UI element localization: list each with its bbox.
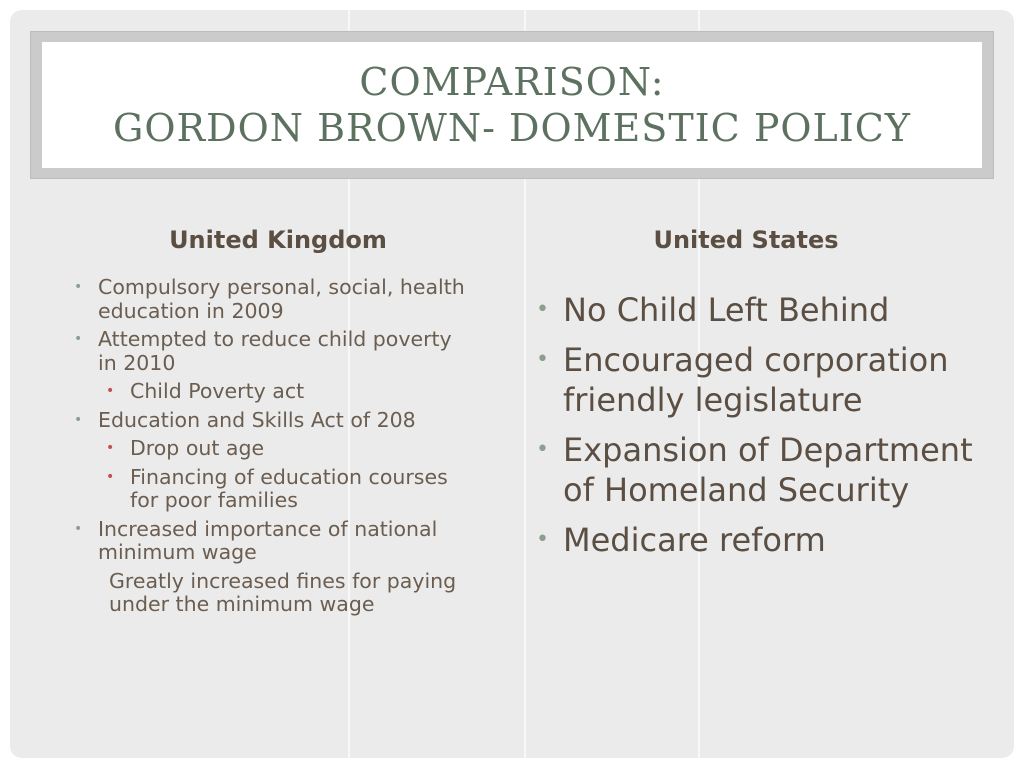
- list-item: • Encouraged corporation friendly legisla…: [528, 340, 988, 421]
- bullet-dot-icon: •: [74, 520, 83, 537]
- united-kingdom-list: • Compulsory personal, social, health edu…: [68, 275, 468, 617]
- united-states-heading: United States: [653, 226, 839, 254]
- bullet-dot-icon: •: [74, 411, 83, 428]
- united-kingdom-heading: United Kingdom: [169, 226, 387, 254]
- slide-title-line-2: GORDON BROWN- DOMESTIC POLICY: [113, 106, 911, 150]
- bullet-dot-icon: •: [74, 279, 83, 295]
- bullet-dot-icon: •: [536, 297, 549, 322]
- list-item-text: Increased importance of national minimum…: [98, 516, 438, 564]
- title-frame: COMPARISON: GORDON BROWN- DOMESTIC POLIC…: [30, 31, 994, 179]
- list-item: • Education and Skills Act of 208: [68, 407, 468, 433]
- list-item: • No Child Left Behind: [528, 290, 988, 331]
- bullet-dot-icon: •: [106, 440, 115, 456]
- slide-title-line-1: COMPARISON:: [359, 60, 665, 104]
- list-item-text: Greatly increased fines for paying under…: [109, 568, 457, 616]
- sub-list-item: • Child Poverty act: [68, 379, 468, 404]
- bullet-dot-icon: •: [106, 383, 115, 399]
- bullet-dot-icon: •: [106, 468, 115, 485]
- bullet-dot-icon: •: [536, 346, 549, 372]
- decorative-vertical-line: [698, 10, 700, 758]
- sub-list-item: • Financing of education courses for poor…: [68, 464, 468, 513]
- list-item: • Increased importance of national minimu…: [68, 516, 468, 565]
- list-item-text: Drop out age: [130, 436, 265, 460]
- sub-list-item: • Drop out age: [68, 436, 468, 461]
- list-item: • Medicare reform: [528, 520, 988, 561]
- decorative-vertical-line: [348, 10, 350, 758]
- list-item: • Attempted to reduce child poverty in 20…: [68, 327, 468, 375]
- list-item: • Expansion of Department of Homeland Sec…: [528, 430, 988, 511]
- list-item-text: Compulsory personal, social, health educ…: [98, 275, 465, 323]
- list-item-text: Education and Skills Act of 208: [98, 407, 416, 432]
- continuation-text: Greatly increased fines for paying under…: [68, 568, 468, 617]
- list-item-text: Medicare reform: [563, 520, 826, 559]
- title-box: COMPARISON: GORDON BROWN- DOMESTIC POLIC…: [42, 42, 982, 168]
- bullet-dot-icon: •: [536, 526, 549, 552]
- bullet-dot-icon: •: [536, 436, 549, 462]
- bullet-dot-icon: •: [74, 331, 83, 347]
- list-item-text: Encouraged corporation friendly legislat…: [563, 340, 949, 420]
- slide: COMPARISON: GORDON BROWN- DOMESTIC POLIC…: [10, 10, 1014, 758]
- list-item: • Compulsory personal, social, health edu…: [68, 275, 468, 323]
- list-item-text: Attempted to reduce child poverty in 201…: [98, 327, 452, 375]
- decorative-vertical-line: [524, 10, 526, 758]
- list-item-text: No Child Left Behind: [563, 291, 890, 329]
- united-states-list: • No Child Left Behind • Encouraged corpor…: [528, 290, 988, 569]
- list-item-text: Financing of education courses for poor …: [130, 464, 448, 512]
- list-item-text: Expansion of Department of Homeland Secu…: [563, 430, 973, 510]
- list-item-text: Child Poverty act: [130, 379, 305, 403]
